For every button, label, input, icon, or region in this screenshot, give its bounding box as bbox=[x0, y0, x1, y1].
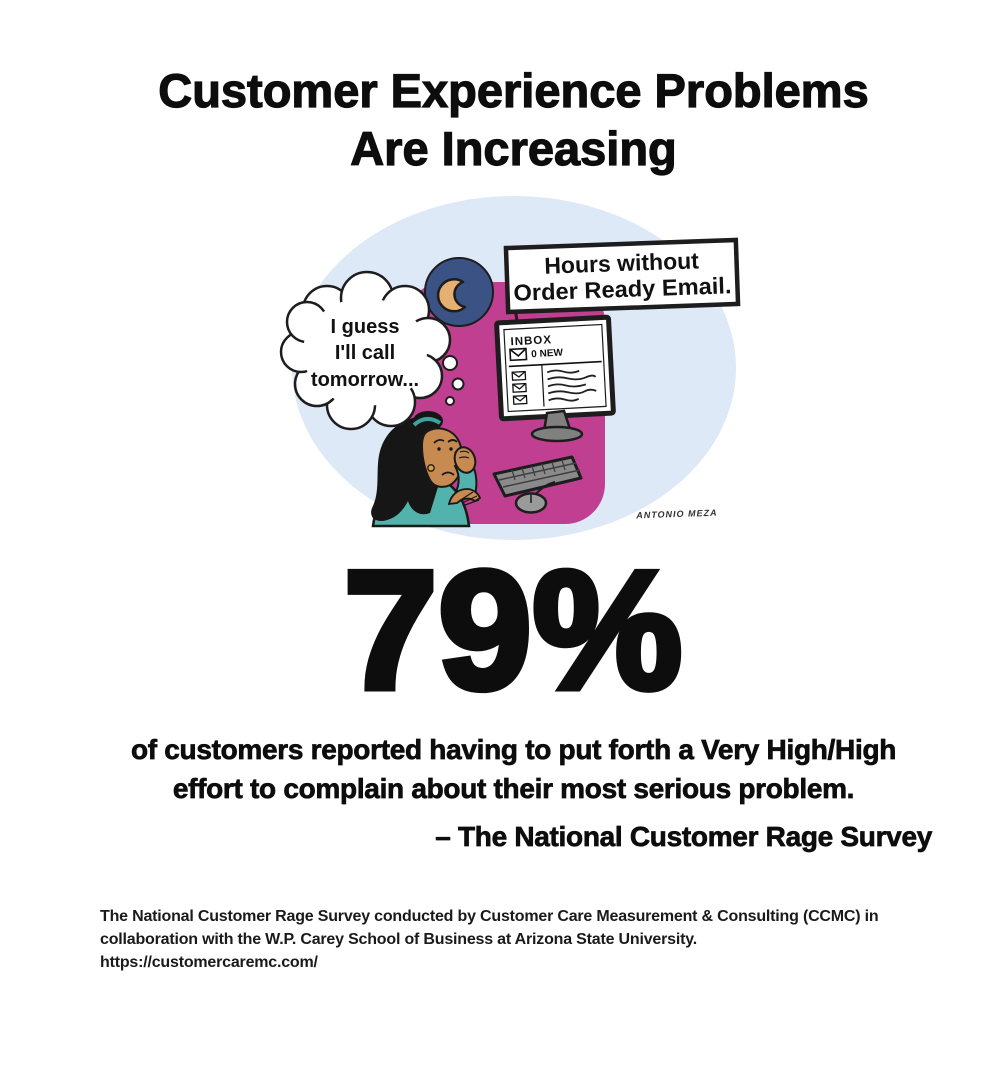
night-computer-illustration: Hours without Order Ready Email. INBOX 0… bbox=[279, 196, 740, 540]
customer-hairband bbox=[412, 417, 441, 427]
monitor-stand bbox=[530, 409, 583, 443]
thought-bubble-line-3: tomorrow... bbox=[310, 369, 418, 391]
statistic-description: of customers reported having to put fort… bbox=[11, 730, 1005, 808]
title-line-2: Are Increasing bbox=[350, 121, 678, 175]
customer-spread-hand-fingers bbox=[458, 491, 479, 506]
illustration-container: Hours without Order Ready Email. INBOX 0… bbox=[11, 192, 1005, 544]
sign-line-1: Hours without bbox=[543, 247, 699, 278]
customer-face bbox=[420, 427, 463, 488]
crescent-moon-icon bbox=[436, 278, 466, 313]
page-title: Customer Experience Problems Are Increas… bbox=[11, 62, 1005, 178]
thought-bubble: I guess I'll call tomorrow... bbox=[279, 270, 464, 431]
title-line-1: Customer Experience Problems bbox=[158, 63, 870, 117]
infographic-page: Customer Experience Problems Are Increas… bbox=[0, 62, 1005, 1067]
email-row-envelope-icons bbox=[510, 370, 528, 405]
keyboard bbox=[492, 455, 582, 498]
computer-monitor: INBOX 0 NEW bbox=[493, 314, 616, 422]
footer-line-1: The National Customer Rage Survey conduc… bbox=[100, 908, 879, 925]
night-sky-circle bbox=[423, 257, 494, 327]
customer-eye-left bbox=[436, 447, 441, 451]
artist-signature: ANTONIO MEZA bbox=[635, 508, 718, 521]
thought-bubble-trail bbox=[441, 355, 464, 406]
new-count: 0 NEW bbox=[530, 348, 563, 361]
customer-cheek-hand bbox=[453, 446, 476, 474]
sign: Hours without Order Ready Email. bbox=[503, 237, 740, 315]
inbox-label: INBOX bbox=[510, 334, 552, 348]
mouse bbox=[514, 481, 555, 514]
thought-bubble-line-1: I guess bbox=[330, 316, 399, 338]
footer-note: The National Customer Rage Survey conduc… bbox=[0, 905, 1005, 974]
description-line-2: effort to complain about their most seri… bbox=[172, 773, 855, 805]
customer-cheek-hand-fingers bbox=[458, 450, 469, 459]
envelope-icon bbox=[508, 347, 527, 362]
description-line-1: of customers reported having to put fort… bbox=[130, 734, 897, 766]
tired-customer bbox=[370, 411, 481, 528]
customer-earring bbox=[426, 464, 435, 472]
inbox-column-divider bbox=[540, 364, 545, 407]
thought-bubble-line-2: I'll call bbox=[334, 342, 394, 364]
customer-eye-right bbox=[448, 447, 453, 451]
inbox-divider bbox=[508, 360, 602, 368]
footer-line-2: collaboration with the W.P. Carey School… bbox=[100, 931, 697, 971]
statistic-value: 79% bbox=[340, 536, 685, 724]
source-attribution: – The National Customer Rage Survey bbox=[435, 821, 933, 853]
email-list-scribbles bbox=[546, 369, 597, 402]
